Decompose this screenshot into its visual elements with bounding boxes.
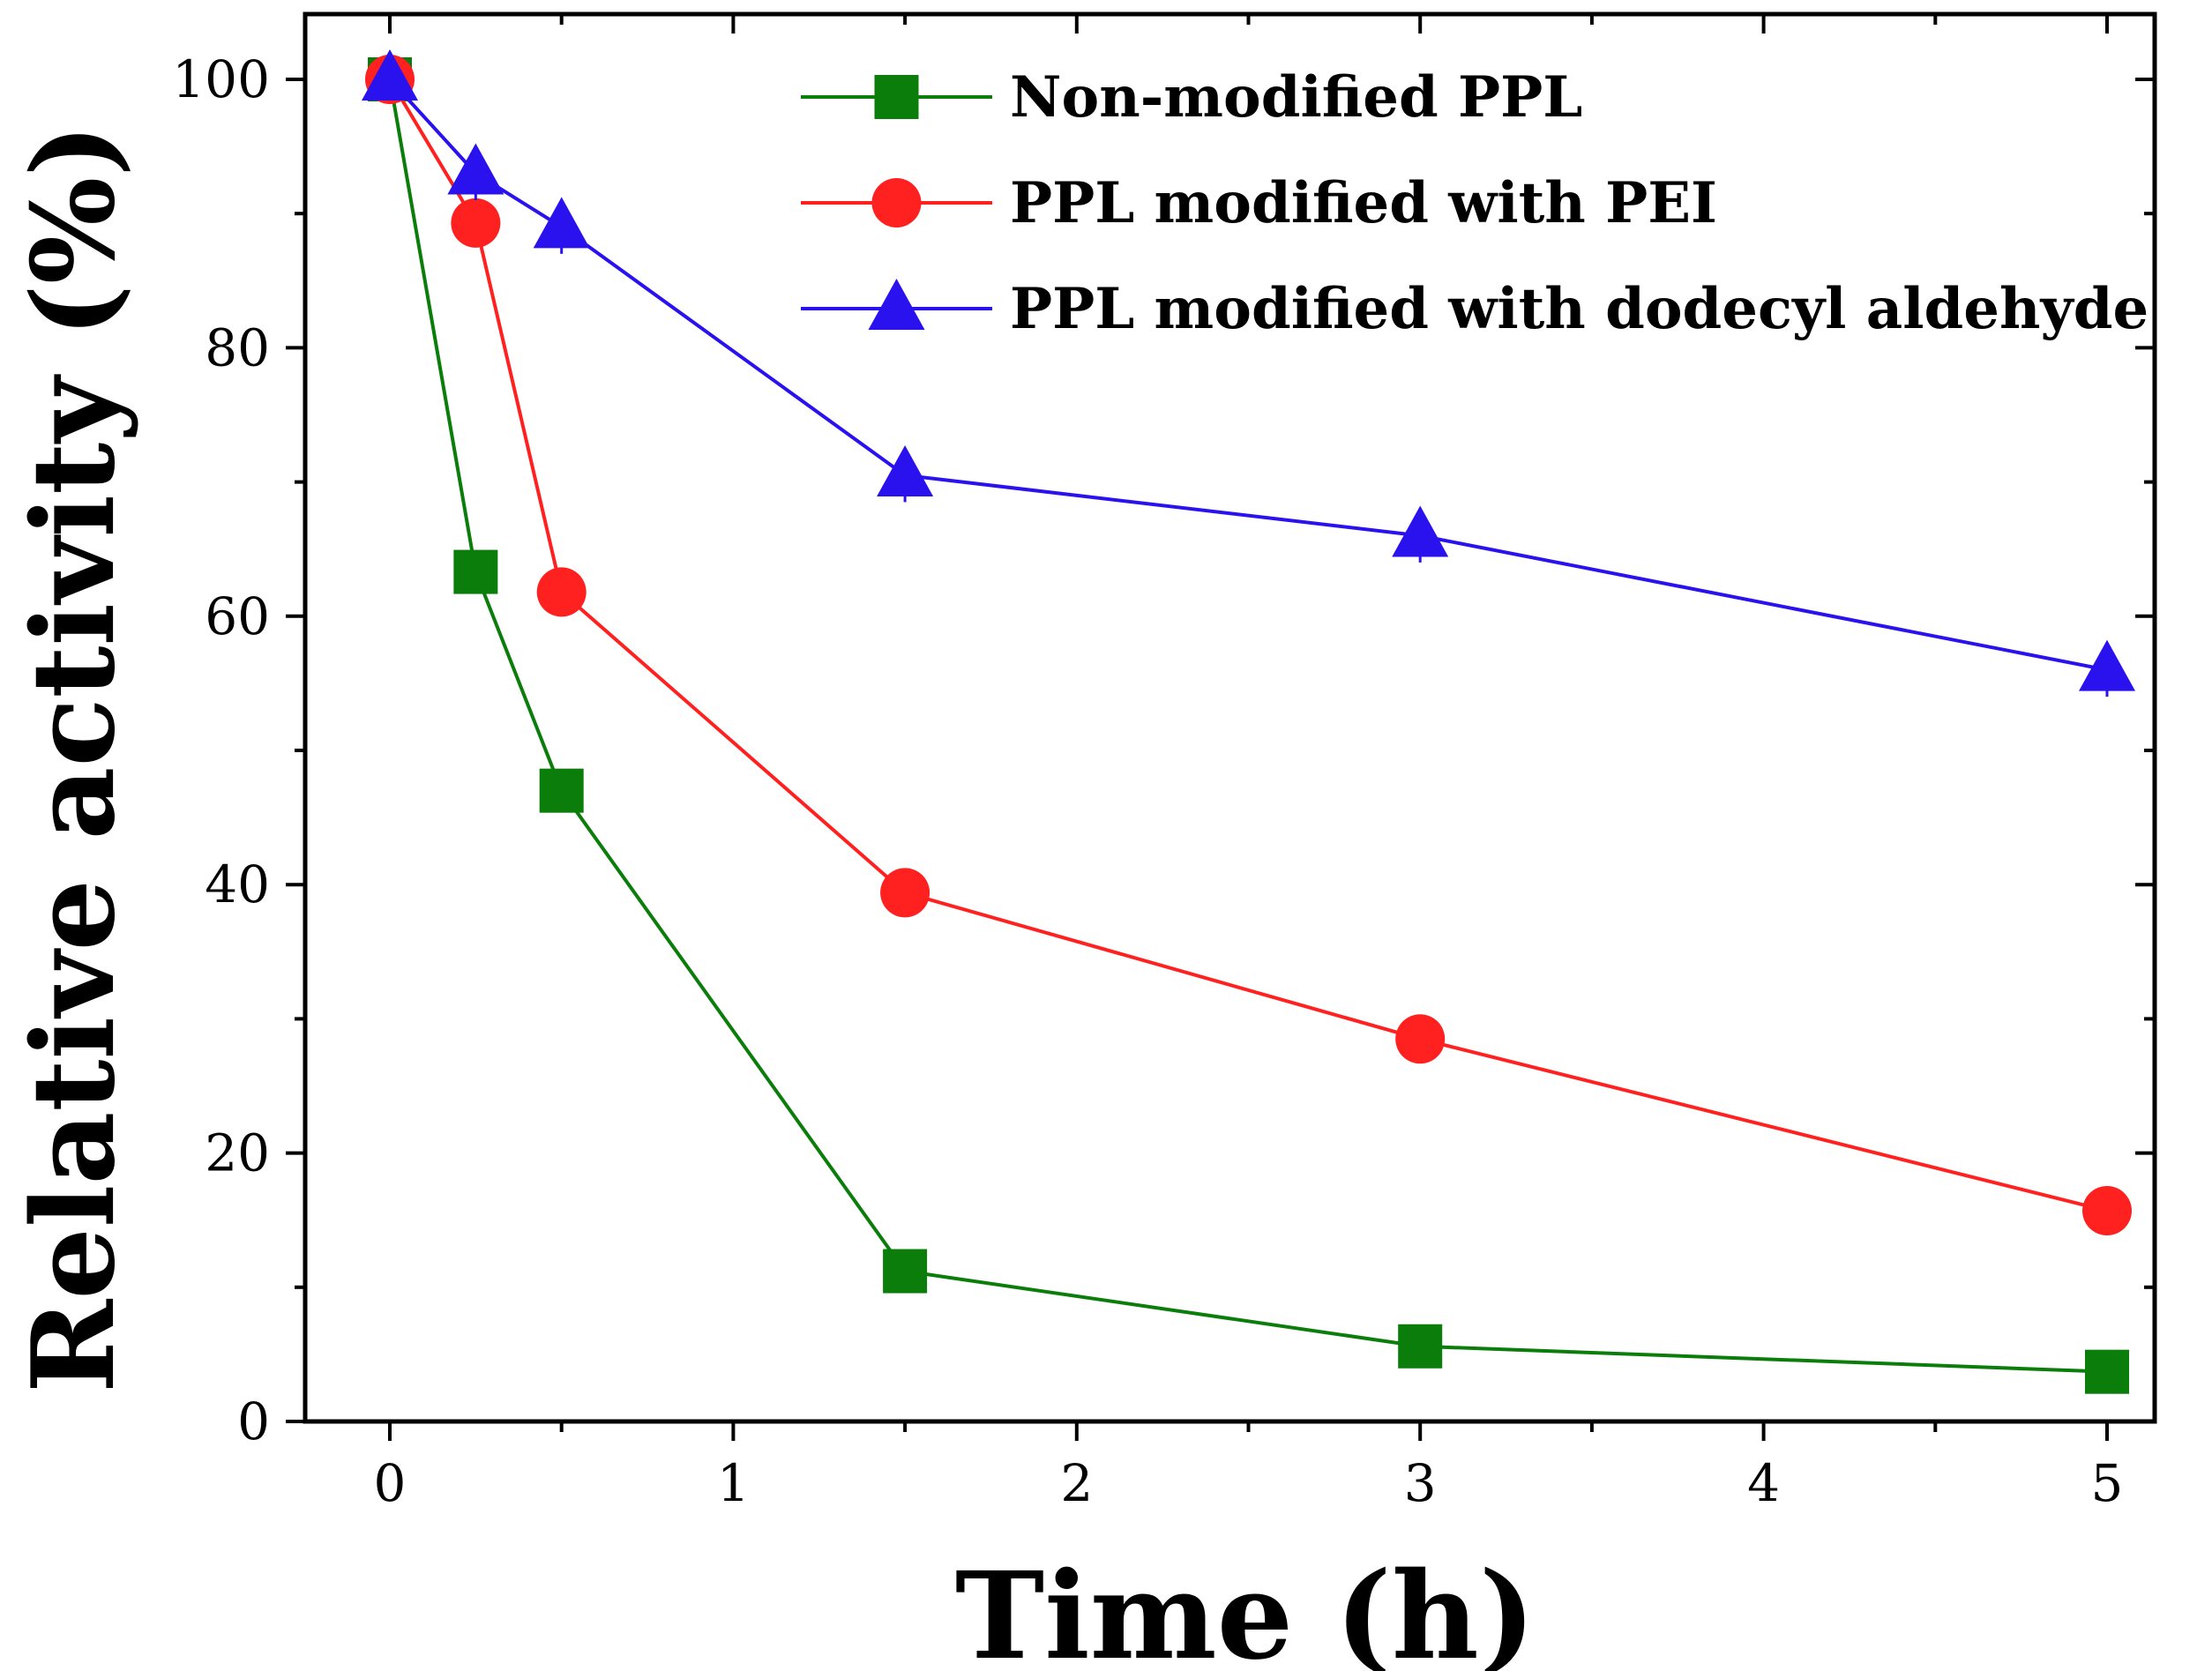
series-line bbox=[388, 78, 2108, 1212]
legend-label: PPL modified with dodecyl aldehyde bbox=[1010, 276, 2148, 342]
data-point bbox=[2082, 1186, 2132, 1236]
y-axis-ticks: 0 20 40 60 80 100 bbox=[172, 49, 2155, 1451]
data-point bbox=[539, 768, 584, 813]
plot-frame bbox=[303, 11, 2157, 1424]
data-point bbox=[533, 197, 590, 249]
series-line bbox=[388, 78, 2108, 672]
legend-entry: PPL modified with dodecyl aldehyde bbox=[801, 276, 2148, 342]
legend-entry: PPL modified with PEI bbox=[801, 170, 1717, 236]
y-tick-label: 20 bbox=[205, 1123, 270, 1183]
data-point bbox=[1392, 505, 1449, 557]
legend: Non-modified PPL PPL modified with PEI PPL… bbox=[801, 64, 2148, 342]
x-tick-label: 1 bbox=[717, 1453, 750, 1513]
data-point bbox=[880, 868, 930, 918]
data-point bbox=[451, 198, 501, 248]
series-3 bbox=[362, 49, 2135, 697]
x-tick-label: 3 bbox=[1404, 1453, 1437, 1513]
y-tick-label: 40 bbox=[205, 854, 270, 914]
x-axis-title: Time (h) bbox=[955, 1546, 1536, 1671]
data-point bbox=[877, 444, 934, 496]
series-line bbox=[388, 78, 2108, 1374]
data-point bbox=[1398, 1324, 1443, 1369]
y-tick-label: 0 bbox=[237, 1391, 270, 1451]
data-point bbox=[2085, 1349, 2129, 1394]
y-tick-label: 80 bbox=[205, 317, 270, 377]
data-point bbox=[883, 1249, 928, 1294]
x-axis-ticks: 0 1 2 3 4 5 bbox=[374, 14, 2124, 1513]
data-point bbox=[1395, 1014, 1446, 1064]
legend-label: Non-modified PPL bbox=[1010, 64, 1582, 131]
legend-marker bbox=[874, 75, 919, 119]
x-tick-label: 5 bbox=[2091, 1453, 2124, 1513]
data-point bbox=[2079, 639, 2135, 691]
x-tick-label: 2 bbox=[1060, 1453, 1093, 1513]
series-1 bbox=[368, 57, 2129, 1394]
data-point bbox=[453, 549, 498, 594]
x-tick-label: 0 bbox=[374, 1453, 407, 1513]
legend-marker bbox=[868, 279, 925, 330]
legend-label: PPL modified with PEI bbox=[1010, 170, 1717, 236]
y-tick-label: 60 bbox=[205, 586, 270, 646]
series-layer bbox=[362, 49, 2135, 1394]
data-point bbox=[536, 567, 587, 617]
y-tick-label: 100 bbox=[172, 49, 270, 109]
legend-entry: Non-modified PPL bbox=[801, 64, 1582, 131]
data-point bbox=[447, 143, 504, 195]
legend-marker bbox=[871, 178, 922, 228]
data-point bbox=[362, 49, 418, 101]
x-tick-label: 4 bbox=[1747, 1453, 1780, 1513]
y-axis-title: Relative activity (%) bbox=[8, 123, 140, 1393]
